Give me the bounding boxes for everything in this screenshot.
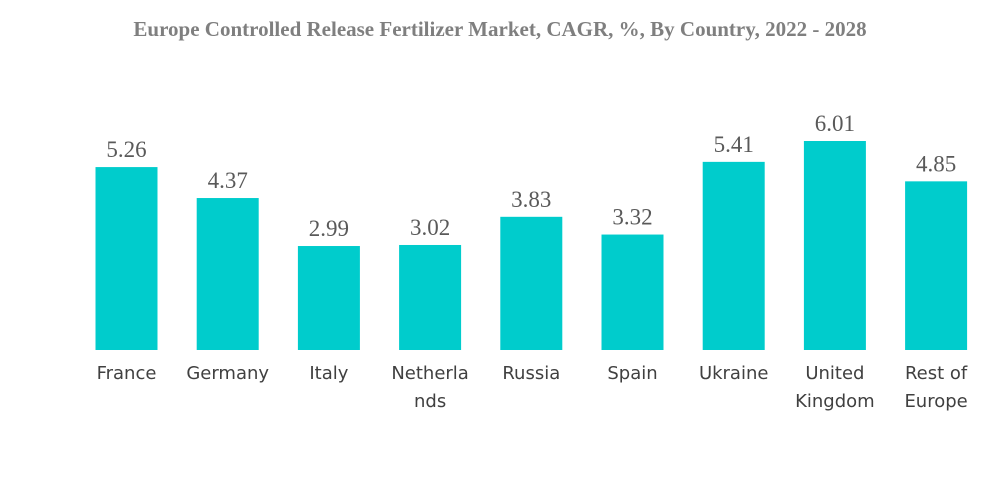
value-label: 6.01 (815, 111, 855, 136)
category-label: United (805, 363, 864, 384)
value-label: 2.99 (309, 216, 349, 241)
bar-united-kingdom (803, 141, 866, 350)
bar-france (95, 167, 158, 350)
category-label: France (97, 363, 157, 384)
value-label: 3.32 (612, 205, 652, 230)
category-label: Europe (904, 391, 967, 412)
category-label: Russia (502, 363, 560, 384)
category-label: Ukraine (699, 363, 769, 384)
value-label: 3.02 (410, 215, 450, 240)
category-label: Italy (309, 363, 348, 384)
value-label: 4.85 (916, 151, 956, 176)
bar-spain (601, 234, 664, 350)
category-label: Spain (607, 363, 657, 384)
value-label: 4.37 (208, 168, 248, 193)
bar-italy (297, 246, 360, 350)
value-label: 5.26 (106, 137, 146, 162)
category-label: Germany (186, 363, 269, 384)
bar-russia (500, 216, 563, 350)
category-label: nds (414, 391, 446, 412)
bar-rest-of-europe (905, 181, 968, 350)
category-label: Netherla (391, 363, 469, 384)
value-label: 3.83 (511, 187, 551, 212)
bar-germany (196, 198, 259, 350)
category-label: Kingdom (795, 391, 875, 412)
bar-netherla-nds (399, 244, 462, 350)
bar-ukraine (702, 161, 765, 350)
chart-title: Europe Controlled Release Fertilizer Mar… (133, 17, 867, 41)
category-label: Rest of (905, 363, 968, 384)
value-label: 5.41 (714, 132, 754, 157)
